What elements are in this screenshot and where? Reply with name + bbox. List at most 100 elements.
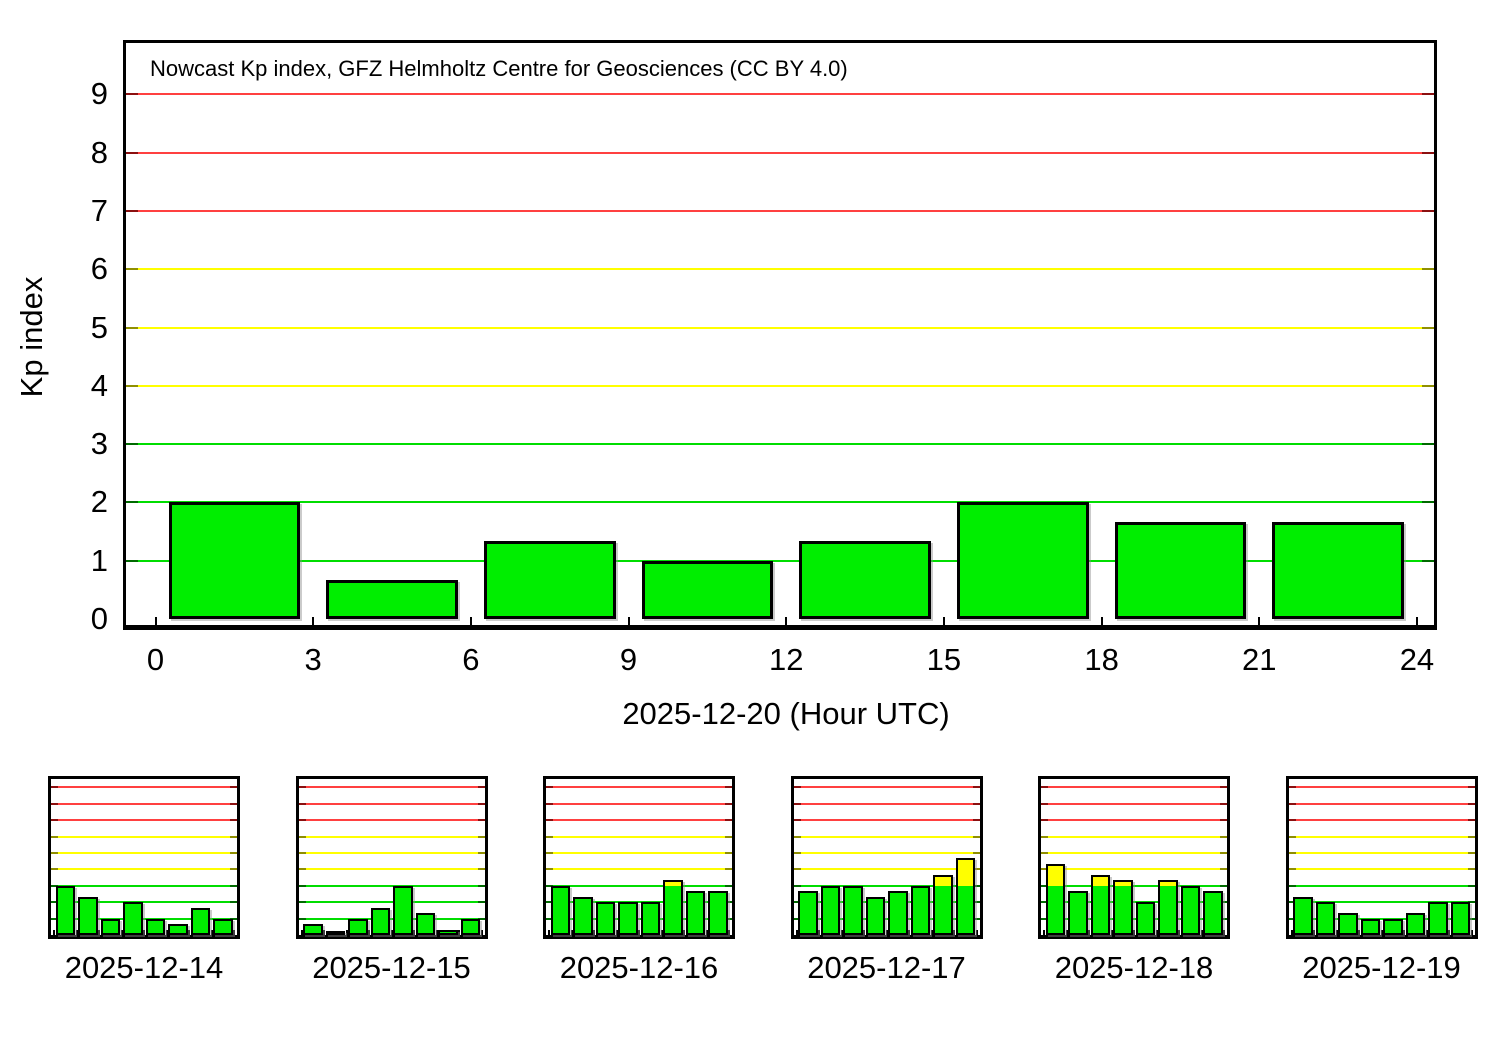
grid-tick-right [1422, 326, 1434, 329]
grid-tick-right [1467, 852, 1475, 854]
gridline-kp-4 [546, 868, 732, 871]
kp-bar-3h-6h [78, 896, 98, 935]
grid-tick-right [230, 917, 237, 920]
x-tick-mark-18h [1425, 930, 1428, 935]
kp-bar-18h-21h [190, 907, 210, 935]
gridline-kp-7 [546, 819, 732, 822]
x-tick-mark-0h [1043, 930, 1045, 935]
grid-tick-left [546, 802, 553, 805]
kp-bar-18h-21h [685, 891, 705, 935]
grid-tick-right [1220, 901, 1227, 904]
kp-bar-12h-15h [888, 891, 908, 935]
kp-bar-6h-9h [483, 541, 616, 619]
x-tick-mark-6h [593, 930, 595, 935]
gridline-kp-8 [126, 151, 1434, 154]
grid-tick-right [972, 901, 980, 904]
gridline-kp-8 [298, 802, 485, 805]
kp-bar-3h-6h [325, 931, 345, 935]
x-tick-mark-9h [120, 930, 123, 935]
kp-bar-21h-24h [213, 918, 233, 935]
kp-bar-yellow-segment [957, 860, 973, 886]
mini-chart-canvas [1041, 779, 1227, 935]
grid-tick-left [1041, 819, 1048, 822]
kp-bar-9h-12h [618, 902, 638, 935]
gridline-kp-8 [793, 802, 980, 805]
gridline-kp-2 [546, 901, 732, 904]
grid-tick-right [230, 786, 237, 789]
grid-tick-right [230, 868, 237, 871]
grid-tick-right [1467, 819, 1475, 822]
grid-tick-right [725, 819, 732, 822]
grid-tick-right [1422, 209, 1434, 212]
mini-chart-date-label: 2025-12-15 [312, 950, 471, 985]
grid-tick-left [298, 852, 306, 854]
grid-tick-left [126, 443, 138, 446]
grid-tick-right [1220, 786, 1227, 789]
gridline-kp-2 [793, 901, 980, 904]
grid-tick-left [1288, 901, 1296, 904]
main-chart-title: Nowcast Kp index, GFZ Helmholtz Centre f… [150, 56, 848, 81]
x-tick-mark-18h [683, 930, 685, 935]
gridline-kp-1 [1288, 917, 1475, 920]
grid-tick-left [546, 884, 553, 887]
grid-tick-right [725, 917, 732, 920]
kp-bar-6h-9h [348, 918, 368, 935]
kp-bar-6h-9h [1338, 913, 1358, 935]
grid-tick-right [1220, 852, 1227, 854]
kp-bar-21h-24h [1450, 902, 1470, 935]
kp-bar-6h-9h [100, 918, 120, 935]
x-tick-mark-6h [1088, 930, 1090, 935]
kp-bar-yellow-segment [665, 882, 681, 886]
y-tick-label-9: 9 [90, 76, 108, 112]
gridline-kp-7 [1041, 819, 1227, 822]
kp-bar-0h-3h [1045, 864, 1065, 935]
grid-tick-right [477, 819, 485, 822]
grid-tick-right [1220, 819, 1227, 822]
kp-bar-15h-18h [910, 885, 930, 935]
gridline-kp-6 [298, 835, 485, 838]
y-tick-label-5: 5 [90, 309, 108, 345]
gridline-kp-5 [298, 852, 485, 854]
gridline-kp-3 [126, 443, 1434, 446]
x-tick-mark-21h [210, 930, 213, 935]
kp-bar-18h-21h [438, 929, 458, 935]
grid-tick-left [793, 901, 801, 904]
mini-chart-2025-12-18 [1038, 776, 1230, 939]
grid-tick-right [477, 802, 485, 805]
grid-tick-right [725, 884, 732, 887]
x-tick-label-6h: 6 [462, 642, 480, 677]
x-tick-label-9h: 9 [619, 642, 638, 677]
x-tick-label-18h: 18 [1084, 642, 1119, 677]
grid-tick-right [725, 852, 732, 854]
grid-tick-right [972, 884, 980, 887]
y-tick-label-2: 2 [90, 484, 108, 520]
grid-tick-left [51, 917, 58, 920]
kp-bar-21h-24h [460, 918, 480, 935]
grid-tick-right [1220, 802, 1227, 805]
gridline-kp-9 [126, 93, 1434, 96]
x-tick-mark-18h [930, 930, 933, 935]
grid-tick-right [1220, 868, 1227, 871]
grid-tick-left [793, 786, 801, 789]
x-axis-title: 2025-12-20 (Hour UTC) [622, 696, 950, 731]
gridline-kp-1 [1041, 917, 1227, 920]
grid-tick-left [546, 852, 553, 854]
kp-bar-yellow-segment [1047, 866, 1063, 886]
kp-bar-21h-24h [1272, 521, 1404, 619]
grid-tick-right [1467, 868, 1475, 871]
mini-chart-2025-12-15 [295, 776, 488, 939]
gridline-kp-7 [51, 819, 237, 822]
gridline-kp-7 [793, 819, 980, 822]
grid-tick-right [1422, 559, 1434, 562]
kp-bar-3h-6h [820, 885, 840, 935]
grid-tick-left [1288, 852, 1296, 854]
x-tick-mark-6h [469, 617, 472, 625]
x-tick-mark-21h [1258, 617, 1261, 625]
y-tick-label-1: 1 [90, 542, 108, 578]
grid-tick-right [725, 802, 732, 805]
grid-tick-left [298, 802, 306, 805]
kp-bar-yellow-segment [1115, 882, 1131, 886]
kp-bar-3h-6h [573, 896, 593, 935]
grid-tick-left [1288, 835, 1296, 838]
gridline-kp-7 [298, 819, 485, 822]
